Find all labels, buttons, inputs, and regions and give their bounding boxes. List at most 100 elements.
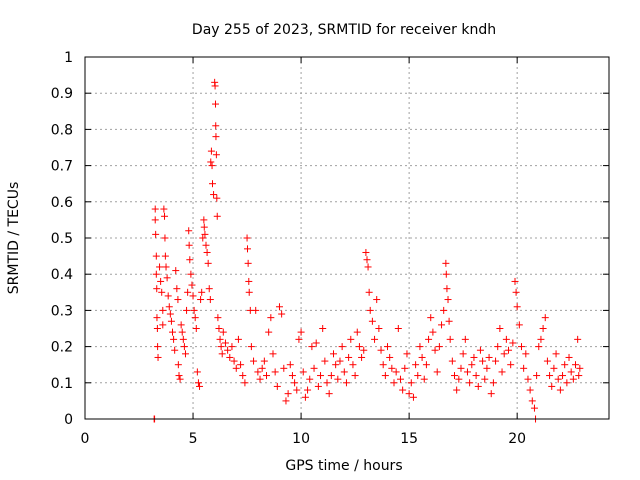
data-point (169, 328, 177, 336)
data-point (180, 343, 188, 351)
data-point (247, 343, 255, 351)
data-point (153, 314, 161, 322)
data-point (271, 368, 279, 376)
data-point (567, 368, 575, 376)
data-point (192, 325, 200, 332)
data-point (485, 353, 493, 361)
data-point (317, 372, 325, 380)
data-point (546, 372, 554, 380)
data-point (297, 328, 305, 336)
data-point (212, 151, 220, 159)
data-point (392, 368, 400, 376)
data-point (189, 292, 197, 300)
data-point (208, 180, 216, 188)
data-point (351, 372, 359, 380)
data-point (492, 357, 500, 365)
data-point (288, 372, 296, 380)
data-point (217, 343, 225, 351)
data-point (187, 270, 195, 278)
data-point (498, 368, 506, 376)
data-point (252, 306, 260, 314)
data-point (511, 277, 519, 285)
y-tick-label: 0.2 (51, 340, 73, 356)
data-point (368, 317, 376, 325)
x-tick-label: 10 (292, 431, 310, 447)
data-point (340, 368, 348, 376)
data-point (355, 343, 363, 351)
data-point (176, 375, 184, 383)
data-point (278, 310, 286, 318)
data-point (543, 357, 551, 365)
data-point (241, 379, 249, 387)
y-tick-label: 0.6 (51, 195, 73, 211)
data-point (181, 350, 189, 358)
data-point (173, 285, 181, 293)
data-point (483, 364, 491, 372)
data-point (537, 335, 545, 343)
data-point (443, 285, 451, 293)
data-point (362, 248, 370, 256)
data-point (160, 205, 168, 213)
data-point (269, 350, 277, 358)
data-point (188, 281, 196, 289)
data-point (438, 321, 446, 329)
data-point (487, 390, 495, 398)
data-point (200, 223, 208, 231)
data-point (159, 306, 167, 314)
data-point (502, 335, 510, 343)
data-point (515, 321, 523, 329)
data-point (239, 372, 247, 380)
y-tick-label: 0.5 (51, 231, 73, 247)
data-point (293, 386, 301, 394)
data-point (179, 335, 187, 343)
data-point (216, 335, 224, 343)
data-point (207, 158, 215, 166)
x-axis-label: GPS time / hours (285, 458, 402, 474)
data-point (530, 404, 538, 412)
data-point (403, 350, 411, 358)
data-point (152, 252, 160, 260)
data-point (219, 328, 227, 336)
data-point (166, 310, 174, 318)
data-point (198, 288, 206, 296)
data-point (427, 314, 435, 322)
data-point (202, 241, 210, 249)
data-point (440, 306, 448, 314)
data-point (254, 368, 262, 376)
data-point (539, 325, 547, 332)
data-point (522, 350, 530, 358)
data-point (409, 393, 417, 401)
data-point (157, 277, 165, 285)
data-point (230, 357, 238, 365)
data-point (243, 245, 251, 253)
data-point (407, 379, 415, 387)
data-point (256, 375, 264, 383)
data-point (470, 353, 478, 361)
data-point (429, 328, 437, 336)
data-point (161, 234, 169, 242)
x-tick-label: 5 (189, 431, 198, 447)
y-tick-label: 0 (64, 412, 73, 428)
data-point (405, 390, 413, 398)
data-point (466, 379, 474, 387)
data-point (474, 382, 482, 390)
data-point (190, 306, 198, 314)
data-point (265, 328, 273, 336)
data-point (526, 386, 534, 394)
data-point (244, 259, 252, 267)
data-point (165, 303, 173, 311)
data-point (284, 390, 292, 398)
data-point (565, 353, 573, 361)
data-point (193, 368, 201, 376)
data-point (224, 346, 232, 354)
data-point (200, 216, 208, 224)
data-point (468, 361, 476, 369)
data-point (448, 357, 456, 365)
data-point (401, 364, 409, 372)
data-point (153, 285, 161, 293)
data-point (338, 343, 346, 351)
data-point (243, 234, 251, 242)
data-point (183, 306, 191, 314)
data-point (214, 314, 222, 322)
data-point (574, 335, 582, 343)
